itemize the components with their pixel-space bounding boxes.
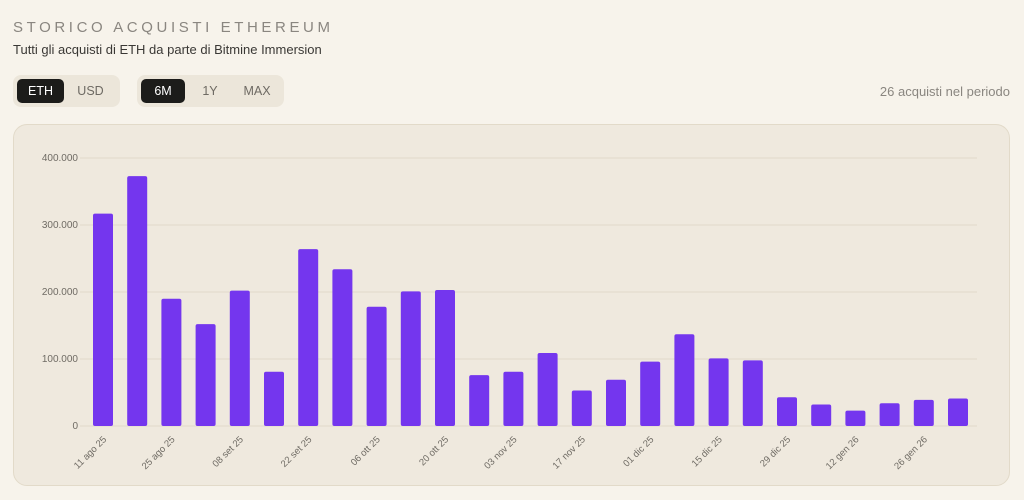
page-title: STORICO ACQUISTI ETHEREUM bbox=[13, 19, 334, 36]
x-tick-label: 26 gen 26 bbox=[892, 434, 930, 472]
bar bbox=[674, 334, 695, 426]
unit-toggle: ETH USD bbox=[13, 75, 120, 107]
x-tick-label: 17 nov 25 bbox=[551, 434, 588, 471]
bar bbox=[435, 289, 455, 426]
x-tick-label: 15 dic 25 bbox=[690, 434, 725, 469]
bar bbox=[640, 361, 661, 426]
y-tick-label: 200.000 bbox=[42, 287, 79, 298]
purchase-count: 26 acquisti nel periodo bbox=[879, 84, 1010, 99]
bar bbox=[537, 352, 558, 426]
x-tick-label: 11 ago 25 bbox=[72, 434, 109, 471]
x-tick-label: 12 gen 26 bbox=[824, 434, 862, 472]
bar bbox=[93, 213, 113, 426]
x-tick-label: 06 ott 25 bbox=[349, 434, 383, 468]
bar bbox=[777, 397, 797, 426]
bar bbox=[127, 176, 148, 426]
bar bbox=[400, 291, 421, 426]
y-tick-label: 0 bbox=[72, 421, 78, 432]
bar bbox=[332, 269, 353, 426]
bar bbox=[503, 371, 524, 426]
bar bbox=[606, 379, 626, 426]
x-tick-label: 03 nov 25 bbox=[482, 434, 519, 471]
range-toggle: 6M 1Y MAX bbox=[137, 75, 284, 107]
bar bbox=[264, 371, 284, 426]
x-tick-label: 22 set 25 bbox=[279, 434, 314, 469]
range-6m-button[interactable]: 6M bbox=[141, 79, 185, 103]
bar bbox=[571, 390, 592, 426]
bar bbox=[366, 306, 387, 426]
x-tick-label: 29 dic 25 bbox=[758, 434, 793, 469]
bar bbox=[469, 375, 490, 426]
y-tick-label: 100.000 bbox=[42, 354, 79, 365]
bar bbox=[229, 290, 250, 426]
range-1y-button[interactable]: 1Y bbox=[202, 84, 218, 98]
x-tick-label: 25 ago 25 bbox=[140, 434, 178, 472]
bar bbox=[811, 404, 832, 426]
page-subtitle: Tutti gli acquisti di ETH da parte di Bi… bbox=[13, 42, 322, 57]
bar bbox=[845, 410, 866, 426]
y-tick-label: 300.000 bbox=[42, 220, 79, 231]
chart-panel: 0 100.000 200.000 300.000 400.000 11 ago 25 25… bbox=[13, 124, 1010, 486]
bar bbox=[298, 249, 319, 426]
bar bbox=[195, 324, 216, 426]
bar bbox=[948, 398, 968, 426]
bar bbox=[879, 403, 900, 426]
range-max-button[interactable]: MAX bbox=[243, 84, 271, 98]
unit-eth-button[interactable]: ETH bbox=[17, 79, 64, 103]
bar bbox=[742, 360, 763, 426]
bar bbox=[913, 399, 934, 426]
y-tick-label: 400.000 bbox=[42, 153, 79, 164]
bar bbox=[708, 358, 729, 426]
x-tick-label: 08 set 25 bbox=[210, 434, 245, 469]
unit-usd-button[interactable]: USD bbox=[77, 84, 104, 98]
bar bbox=[161, 298, 182, 426]
purchases-bar-chart: 0 100.000 200.000 300.000 400.000 11 ago 25 25… bbox=[42, 153, 977, 472]
x-tick-label: 01 dic 25 bbox=[621, 434, 656, 469]
x-tick-label: 20 ott 25 bbox=[417, 434, 451, 468]
